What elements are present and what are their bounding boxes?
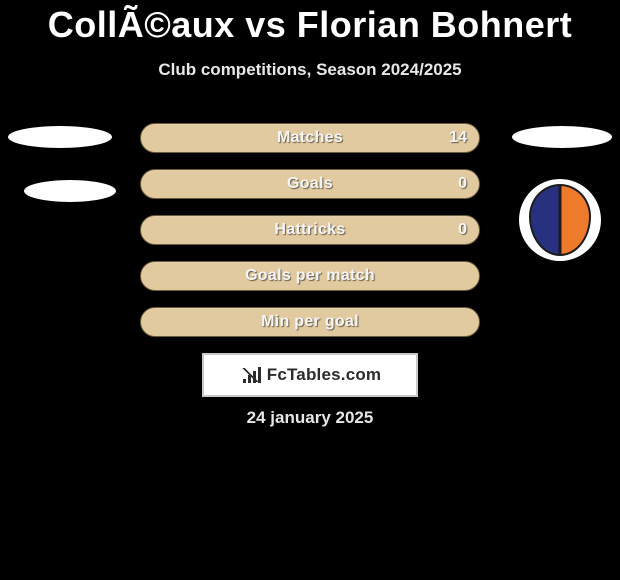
page-title: CollÃ©aux vs Florian Bohnert <box>0 0 620 46</box>
player1-photo-placeholder-top <box>8 126 112 148</box>
watermark-text: FcTables.com <box>267 365 382 385</box>
club-badge <box>519 179 601 261</box>
stat-label: Goals <box>287 175 333 193</box>
stat-row-matches: Matches 14 <box>140 123 480 153</box>
stat-label: Hattricks <box>274 221 345 239</box>
stat-value-right: 14 <box>449 129 467 147</box>
generated-date: 24 january 2025 <box>0 408 620 428</box>
stat-row-hattricks: Hattricks 0 <box>140 215 480 245</box>
chart-icon <box>239 367 261 383</box>
watermark-box: FcTables.com <box>202 353 418 397</box>
page-subtitle: Club competitions, Season 2024/2025 <box>0 60 620 80</box>
player1-photo-placeholder-bottom <box>24 180 116 202</box>
stat-label: Matches <box>277 129 343 147</box>
stat-label: Goals per match <box>245 267 375 285</box>
stat-row-goals-per-match: Goals per match <box>140 261 480 291</box>
stats-list: Matches 14 Goals 0 Hattricks 0 Goals per… <box>140 123 480 353</box>
stat-row-goals: Goals 0 <box>140 169 480 199</box>
club-crest-icon <box>529 184 591 256</box>
stat-value-right: 0 <box>458 175 467 193</box>
player2-photo-placeholder <box>512 126 612 148</box>
stat-row-min-per-goal: Min per goal <box>140 307 480 337</box>
stat-value-right: 0 <box>458 221 467 239</box>
stat-label: Min per goal <box>261 313 359 331</box>
